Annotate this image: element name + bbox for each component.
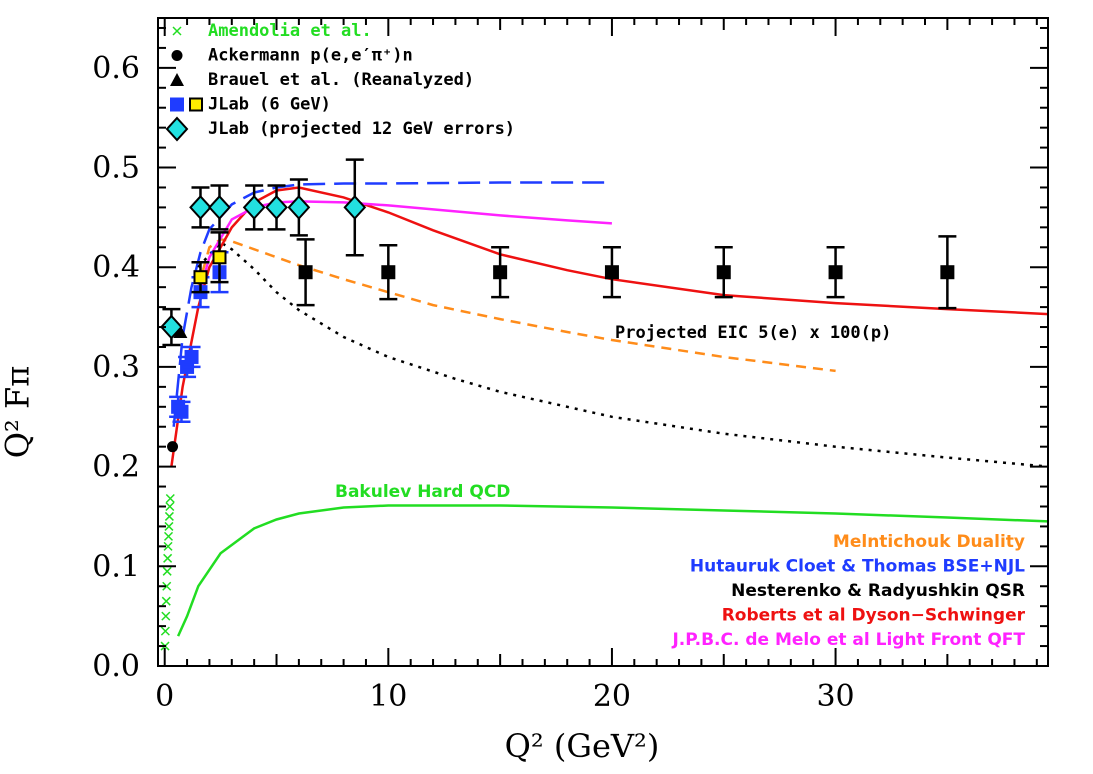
legend-label: JLab (6 GeV) — [208, 95, 331, 115]
x-marker — [163, 553, 173, 563]
legend-label: Ackermann p(e,e′π⁺)n — [208, 46, 413, 66]
x-marker — [161, 596, 171, 606]
diamond-marker — [165, 116, 189, 142]
diamond-marker — [208, 194, 231, 220]
square-marker — [940, 265, 955, 280]
diamond-marker — [160, 314, 183, 340]
y-tick-label: 0.3 — [92, 350, 140, 385]
legend-label: Amendolia et al. — [208, 21, 372, 41]
circle-marker — [171, 50, 183, 61]
triangle-marker — [170, 73, 184, 86]
model-label: Roberts et al Dyson−Schwinger — [722, 606, 1026, 626]
x-tick-label: 30 — [816, 679, 854, 714]
square-marker — [184, 349, 199, 364]
square-marker — [493, 265, 508, 280]
model-label: Nesterenko & Radyushkin QSR — [731, 581, 1025, 601]
x-marker — [163, 531, 174, 541]
y-tick-label: 0.6 — [92, 51, 140, 86]
square-marker — [189, 97, 203, 112]
y-axis-title: Q² Fπ — [0, 366, 37, 458]
model-labels: Melntichouk Duality Hutauruk Cloet & Thom… — [671, 532, 1025, 650]
diamond-marker — [265, 194, 288, 220]
x-marker — [162, 566, 172, 576]
triangle-marker — [173, 325, 188, 339]
x-marker — [163, 541, 173, 551]
eic-annotation: Projected EIC 5(e) x 100(p) — [615, 323, 891, 343]
model-label: Melntichouk Duality — [833, 532, 1025, 552]
y-tick-label: 0.4 — [92, 250, 140, 285]
diamond-marker — [343, 194, 367, 220]
y-tick-label: 0.0 — [92, 649, 140, 684]
curve-bakulev-hard-qcd — [176, 504, 1049, 637]
diamond-marker — [242, 194, 266, 220]
square-marker — [828, 265, 843, 280]
model-label: Hutauruk Cloet & Thomas BSE+NJL — [690, 557, 1025, 577]
circle-marker — [167, 441, 179, 453]
plot-frame — [157, 17, 1049, 667]
curve-j-p-b-c-de-melo-et-al-light-front-qft — [197, 200, 612, 298]
x-tick-label: 20 — [593, 679, 631, 714]
bakulev-annotation: Bakulev Hard QCD — [335, 482, 510, 502]
square-marker — [716, 265, 731, 280]
diamond-marker — [287, 194, 311, 220]
x-marker — [172, 26, 182, 36]
y-tick-label: 0.2 — [92, 450, 140, 485]
square-marker — [604, 265, 619, 280]
x-marker — [165, 493, 175, 504]
axes — [157, 17, 1049, 667]
diamond-marker — [189, 194, 212, 220]
y-tick-label: 0.1 — [92, 549, 140, 584]
x-marker — [164, 511, 174, 521]
y-tick-label: 0.5 — [92, 151, 140, 186]
x-marker — [165, 501, 175, 512]
square-marker — [212, 250, 227, 265]
square-marker — [193, 270, 208, 285]
legend: Amendolia et al. Ackermann p(e,e′π⁺)n Brau… — [165, 21, 515, 142]
square-marker — [298, 265, 313, 280]
x-tick-label: 10 — [369, 679, 407, 714]
square-marker — [170, 97, 184, 112]
data-points — [160, 158, 957, 651]
x-marker — [164, 521, 174, 531]
x-marker — [160, 626, 170, 636]
x-marker — [162, 581, 172, 591]
curve-roberts-et-al-dyson-schwinger — [170, 186, 1049, 467]
model-label: J.P.B.C. de Melo et al Light Front QFT — [671, 630, 1025, 650]
square-marker — [381, 265, 396, 280]
x-axis-title: Q² (GeV²) — [505, 727, 660, 765]
legend-label: Brauel et al. (Reanalyzed) — [208, 70, 474, 90]
x-marker — [161, 611, 171, 621]
square-marker — [174, 404, 189, 419]
x-tick-label: 0 — [155, 679, 174, 714]
legend-label: JLab (projected 12 GeV errors) — [208, 119, 515, 139]
curve-nesterenko-radyushkin-qsr — [197, 240, 1049, 468]
tick-labels: 0 10 20 30 0.0 0.1 0.2 0.3 0.4 0.5 0.6 — [92, 51, 854, 714]
